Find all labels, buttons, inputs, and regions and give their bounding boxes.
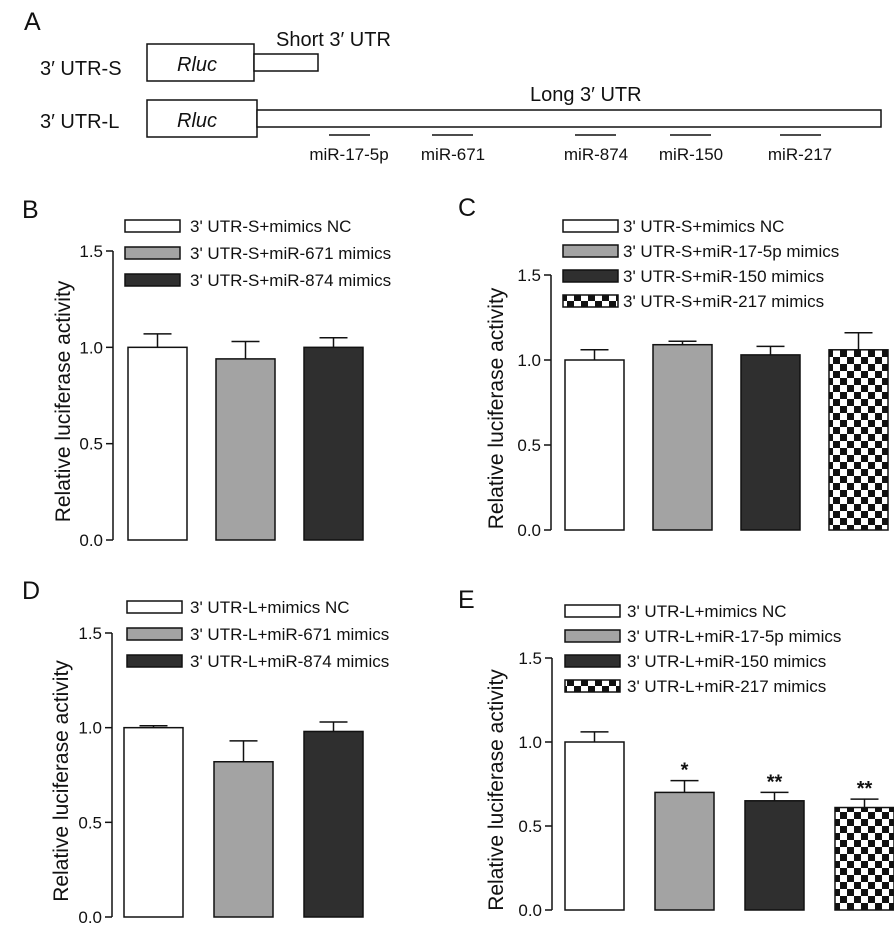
y-tick-label: 1.5 [78,624,102,643]
bar [744,800,805,911]
y-tick-label: 1.5 [79,242,103,261]
y-tick-label: 1.0 [79,338,103,357]
construct-s-rluc-box [146,43,255,82]
y-tick-label: 0.0 [517,521,541,540]
y-axis-label: Relative luciferase activity [485,669,508,911]
y-tick-label: 0.5 [518,817,542,836]
significance-marker: ** [857,778,873,800]
y-tick-label: 0.0 [518,901,542,920]
legend-label: 3' UTR-L+miR-671 mimics [190,625,389,644]
legend-swatch [126,654,183,668]
y-tick-label: 0.5 [517,436,541,455]
legend-label: 3' UTR-S+miR-874 mimics [190,271,391,290]
legend-label: 3' UTR-S+miR-17-5p mimics [623,242,839,261]
legend-swatch [562,269,619,283]
construct-l-gene: Rluc [177,110,217,132]
bar [834,806,894,911]
bar [654,791,715,911]
y-tick-label: 1.0 [78,719,102,738]
site-label-mir-671: miR-671 [421,145,485,164]
bar [123,726,184,918]
site-label-mir-217: miR-217 [768,145,832,164]
site-label-mir-150: miR-150 [659,145,723,164]
legend-swatch [564,654,621,668]
bar [215,358,276,541]
panel-letter-b: B [22,196,39,224]
legend-label: 3' UTR-L+miR-217 mimics [627,677,826,696]
legend-swatch [124,273,181,287]
construct-s-gene: Rluc [177,54,217,76]
legend-swatch [124,246,181,260]
bar [213,760,274,918]
construct-l-label: 3′ UTR-L [40,111,119,133]
construct-s-utr-label: Short 3′ UTR [276,29,391,51]
legend-swatch [562,294,619,308]
y-tick-label: 1.0 [518,733,542,752]
construct-s-utr-box [253,53,319,72]
legend-label: 3' UTR-L+mimics NC [627,602,787,621]
bar [564,741,625,911]
bar [828,349,889,531]
legend-label: 3' UTR-L+miR-874 mimics [190,652,389,671]
legend-swatch [562,219,619,233]
legend-label: 3' UTR-L+mimics NC [190,598,350,617]
construct-l-utr-label: Long 3′ UTR [530,84,642,106]
legend-label: 3' UTR-L+miR-17-5p mimics [627,627,841,646]
legend-label: 3' UTR-S+mimics NC [623,217,784,236]
y-tick-label: 1.0 [517,351,541,370]
legend-swatch [564,629,621,643]
legend-swatch [564,679,621,693]
panel-c-chart: C 0.0 0.5 1.0 1.5 Relative luciferase activit… [458,194,889,540]
legend-label: 3' UTR-L+miR-150 mimics [627,652,826,671]
site-label-mir-874: miR-874 [564,145,628,164]
bar [652,343,713,531]
y-tick-label: 0.5 [78,813,102,832]
bar [564,359,625,531]
bar [127,346,188,541]
y-axis-label: Relative luciferase activity [485,287,508,529]
y-axis-label: Relative luciferase activity [52,280,75,522]
construct-s-label: 3′ UTR-S [40,58,122,80]
bar [303,346,364,541]
significance-marker: ** [767,771,783,793]
y-tick-label: 0.5 [79,435,103,454]
panel-e-chart: E 0.0 0.5 1.0 1.5 Relative luciferase activit… [458,586,894,920]
y-tick-label: 0.0 [79,531,103,550]
panel-d-chart: D 0.0 0.5 1.0 1.5 Relative luciferase activit… [22,577,389,927]
panel-letter-d: D [22,577,40,605]
site-label-mir-17-5p: miR-17-5p [309,145,388,164]
y-tick-label: 0.0 [78,908,102,927]
panel-letter-e: E [458,586,475,614]
legend-label: 3' UTR-S+miR-671 mimics [190,244,391,263]
y-axis-label: Relative luciferase activity [50,660,73,902]
panel-a-diagram: A 3′ UTR-S Rluc Short 3′ UTR 3′ UTR-L Rl… [24,8,882,164]
construct-l-utr-box [256,109,882,128]
legend-swatch [126,627,183,641]
legend-label: 3' UTR-S+mimics NC [190,217,351,236]
legend-label: 3' UTR-S+miR-217 mimics [623,292,824,311]
legend-swatch [126,600,183,614]
legend-label: 3' UTR-S+miR-150 mimics [623,267,824,286]
panel-letter-a: A [24,8,41,36]
y-tick-label: 1.5 [517,266,541,285]
legend-swatch [124,219,181,233]
y-tick-label: 1.5 [518,649,542,668]
legend-swatch [562,244,619,258]
legend-swatch [564,604,621,618]
bar [303,730,364,918]
panel-letter-c: C [458,194,476,222]
construct-l-rluc-box [146,99,258,138]
significance-marker: * [681,760,689,782]
bar [740,354,801,531]
